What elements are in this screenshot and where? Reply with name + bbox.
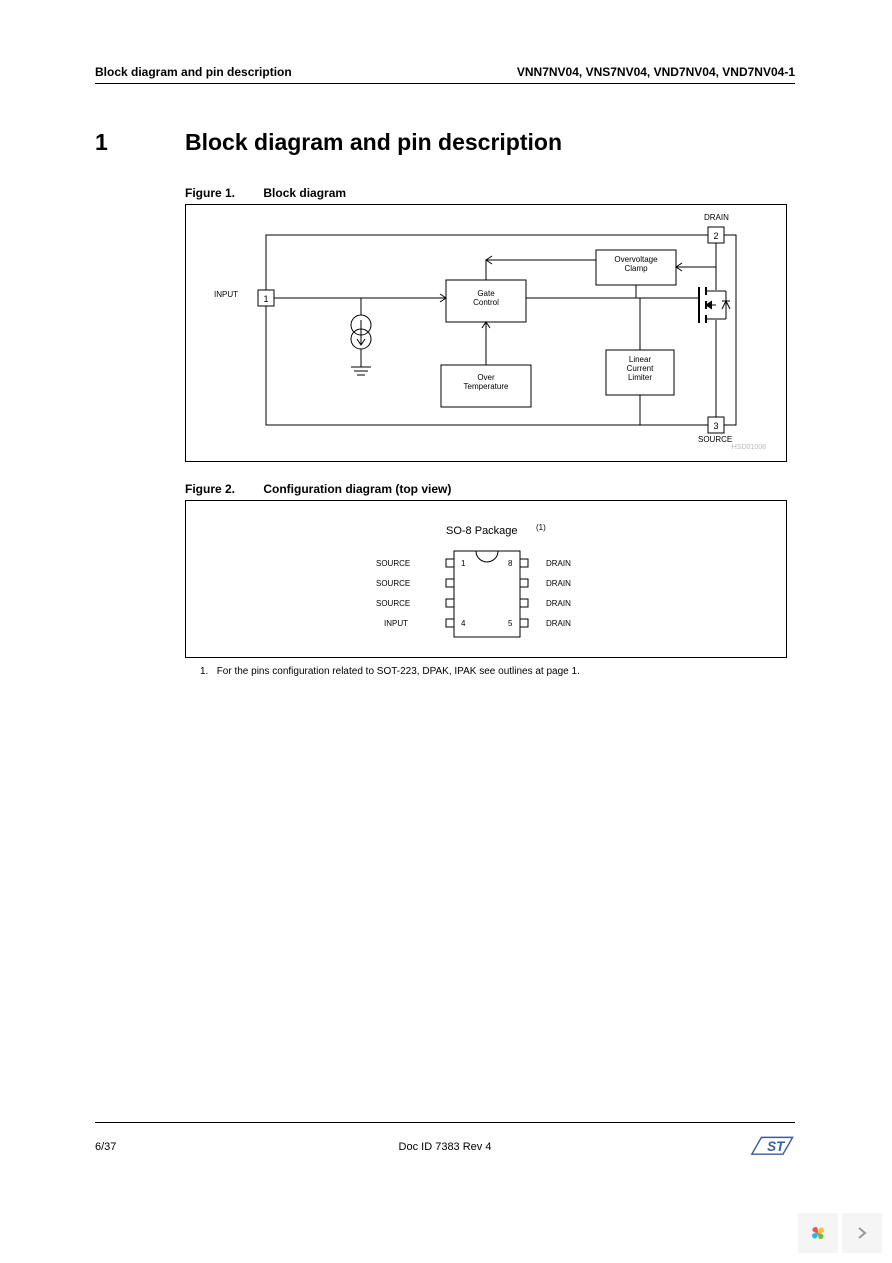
footnote-marker: 1. [200,666,208,677]
page-header: Block diagram and pin description VNN7NV… [95,65,795,84]
left-label-1: SOURCE [376,579,410,588]
left-pin-0: 1 [461,559,465,568]
left-label-3: INPUT [384,619,408,628]
figure1-diagram: 1 2 3 [185,204,787,462]
figure1-label: Figure 1. [185,186,235,200]
block-diagram-svg: 1 2 3 [186,205,788,463]
right-label-1: DRAIN [546,579,571,588]
page-footer: 6/37 Doc ID 7383 Rev 4 ST [95,1122,795,1165]
header-right: VNN7NV04, VNS7NV04, VND7NV04, VND7NV04-1 [517,65,795,79]
label-drain: DRAIN [704,213,729,222]
right-pin-3: 5 [508,619,512,628]
svg-text:3: 3 [713,421,718,431]
label-over-temp: Over Temperature [441,373,531,391]
left-label-2: SOURCE [376,599,410,608]
label-gate-control: Gate Control [446,289,526,307]
figure1-title: Block diagram [263,186,346,200]
page-content: Block diagram and pin description VNN7NV… [95,65,795,1165]
label-overvoltage: Overvoltage Clamp [596,255,676,273]
svg-text:2: 2 [713,231,718,241]
svg-text:ST: ST [767,1139,786,1154]
label-input: INPUT [214,290,238,299]
right-label-0: DRAIN [546,559,571,568]
svg-text:1: 1 [263,294,268,304]
label-source: SOURCE [698,435,732,444]
right-pin-0: 8 [508,559,512,568]
section-heading: 1 Block diagram and pin description [95,129,795,156]
figure2-label: Figure 2. [185,482,235,496]
left-pin-3: 4 [461,619,465,628]
label-current-limiter: Linear Current Limiter [606,355,674,382]
label-ref: HSD01008 [732,444,766,451]
footer-docid: Doc ID 7383 Rev 4 [399,1141,492,1153]
section-title: Block diagram and pin description [185,129,562,156]
figure2-diagram: SO-8 Package (1) SOURCE SOURCE SOURCE IN… [185,500,787,658]
right-label-2: DRAIN [546,599,571,608]
figure2-title: Configuration diagram (top view) [263,482,451,496]
figure1-caption: Figure 1. Block diagram [185,186,795,200]
nav-buttons [794,1213,882,1253]
left-label-0: SOURCE [376,559,410,568]
footnote-text: For the pins configuration related to SO… [217,666,580,677]
right-label-3: DRAIN [546,619,571,628]
nav-next-button[interactable] [842,1213,882,1253]
nav-pinwheel-button[interactable] [798,1213,838,1253]
figure2-caption: Figure 2. Configuration diagram (top vie… [185,482,795,496]
package-title: SO-8 Package [446,525,518,537]
section-number: 1 [95,129,185,156]
note-marker: (1) [536,523,546,532]
chevron-right-icon [855,1226,869,1240]
pinwheel-icon [806,1221,830,1245]
st-logo-icon: ST [747,1129,795,1165]
header-left: Block diagram and pin description [95,65,292,79]
footnote: 1. For the pins configuration related to… [200,666,795,677]
footer-page: 6/37 [95,1141,116,1153]
